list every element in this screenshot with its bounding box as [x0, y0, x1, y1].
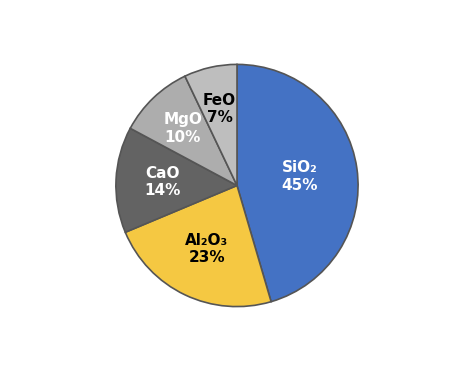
Text: MgO
10%: MgO 10%: [163, 112, 202, 145]
Wedge shape: [185, 65, 237, 186]
Wedge shape: [130, 76, 237, 186]
Text: FeO
7%: FeO 7%: [203, 92, 236, 125]
Wedge shape: [116, 128, 237, 232]
Wedge shape: [237, 65, 358, 302]
Text: CaO
14%: CaO 14%: [144, 166, 180, 198]
Text: SiO₂
45%: SiO₂ 45%: [281, 160, 318, 193]
Text: Al₂O₃
23%: Al₂O₃ 23%: [185, 233, 228, 265]
Wedge shape: [125, 186, 271, 306]
